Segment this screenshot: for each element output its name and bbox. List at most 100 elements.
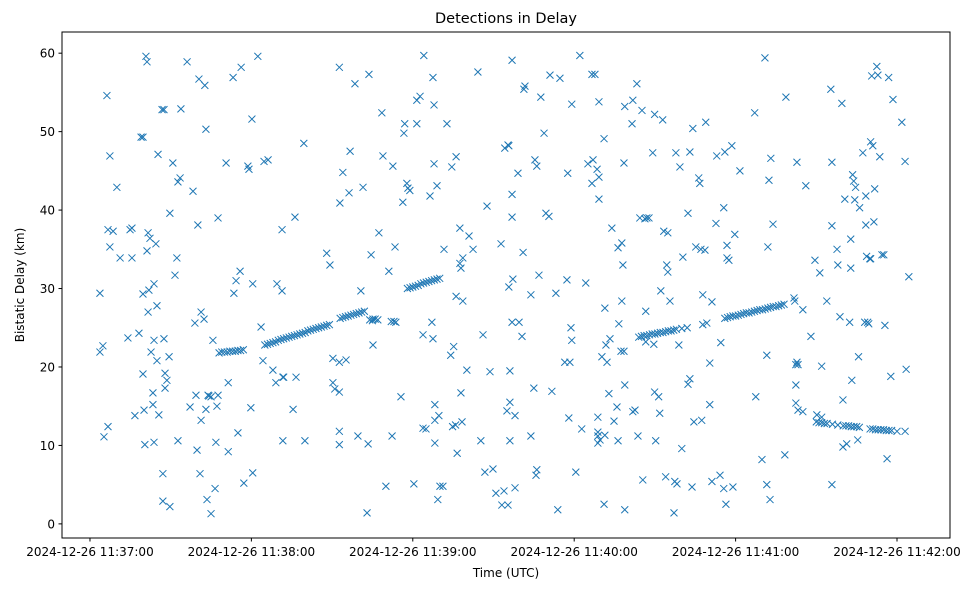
- data-point: [174, 177, 182, 186]
- data-point: [161, 369, 169, 378]
- data-point: [620, 381, 629, 389]
- data-point: [725, 256, 733, 265]
- data-point: [845, 318, 854, 327]
- data-point: [594, 428, 602, 436]
- data-point: [667, 327, 675, 335]
- data-point: [712, 219, 720, 228]
- data-point: [840, 195, 849, 203]
- data-point: [777, 301, 786, 309]
- data-point: [224, 447, 233, 456]
- data-point: [322, 249, 331, 258]
- data-point: [403, 179, 411, 188]
- data-point: [209, 336, 217, 345]
- data-point: [273, 279, 281, 288]
- y-tick-label: 50: [40, 125, 55, 139]
- data-point: [196, 469, 204, 478]
- data-point: [556, 74, 564, 83]
- data-point: [330, 385, 339, 393]
- data-point: [456, 224, 464, 232]
- data-point: [452, 292, 460, 301]
- data-point: [833, 245, 841, 254]
- data-point: [850, 196, 859, 204]
- data-point: [617, 347, 625, 356]
- data-point: [730, 230, 739, 239]
- data-point: [357, 287, 365, 295]
- data-point: [150, 438, 158, 447]
- data-point: [593, 165, 601, 174]
- data-point: [688, 124, 697, 133]
- data-point: [884, 73, 893, 82]
- data-point: [236, 346, 245, 355]
- data-point: [774, 301, 783, 310]
- data-point: [405, 186, 414, 195]
- data-point: [761, 54, 769, 62]
- data-point: [335, 388, 344, 396]
- data-point: [698, 320, 707, 329]
- data-point: [214, 391, 222, 400]
- data-point: [508, 56, 516, 65]
- data-point: [734, 311, 743, 320]
- data-point: [605, 389, 613, 398]
- data-point: [377, 108, 386, 117]
- data-point: [798, 305, 807, 314]
- data-point: [436, 482, 444, 491]
- data-point: [514, 169, 522, 178]
- data-point: [279, 373, 287, 382]
- data-point: [663, 228, 672, 237]
- data-point: [614, 319, 623, 328]
- data-point: [638, 476, 647, 484]
- data-point: [691, 243, 700, 251]
- data-point: [355, 308, 363, 317]
- y-tick-label: 0: [47, 517, 55, 531]
- data-point: [719, 484, 728, 493]
- data-point: [260, 341, 269, 349]
- data-point: [96, 289, 104, 298]
- data-point: [336, 314, 345, 323]
- data-point: [662, 261, 671, 269]
- data-point: [793, 358, 801, 367]
- data-point: [563, 169, 572, 178]
- data-point: [631, 406, 639, 414]
- data-point: [213, 402, 221, 411]
- data-point: [371, 315, 379, 323]
- data-point: [878, 250, 886, 259]
- data-point: [278, 225, 286, 234]
- data-point: [601, 431, 609, 440]
- data-point: [335, 440, 344, 449]
- data-point: [792, 360, 800, 369]
- data-point: [443, 119, 451, 128]
- data-point: [266, 339, 275, 348]
- data-point: [553, 505, 562, 514]
- data-point: [577, 425, 586, 433]
- data-point: [883, 454, 891, 463]
- data-point: [610, 417, 618, 425]
- data-point: [764, 304, 772, 312]
- data-point: [676, 163, 684, 171]
- data-point: [483, 202, 491, 211]
- data-point: [879, 250, 888, 259]
- data-point: [202, 125, 210, 134]
- data-point: [139, 290, 147, 298]
- data-point: [152, 239, 160, 248]
- data-point: [545, 212, 553, 221]
- data-point: [527, 290, 535, 299]
- data-point: [189, 187, 197, 196]
- data-point: [347, 311, 355, 320]
- data-point: [163, 376, 171, 385]
- data-point: [174, 436, 182, 445]
- data-point: [861, 221, 870, 229]
- data-point: [285, 333, 293, 342]
- data-point: [654, 392, 663, 401]
- data-point: [191, 319, 199, 327]
- data-point: [344, 312, 353, 320]
- data-point: [651, 436, 660, 445]
- data-point: [373, 316, 382, 324]
- data-point: [248, 469, 257, 477]
- data-point: [329, 354, 337, 363]
- data-point: [298, 329, 307, 338]
- data-point: [712, 152, 721, 160]
- data-point: [346, 147, 354, 156]
- data-point: [391, 243, 399, 251]
- data-point: [672, 148, 680, 157]
- data-point: [511, 411, 519, 420]
